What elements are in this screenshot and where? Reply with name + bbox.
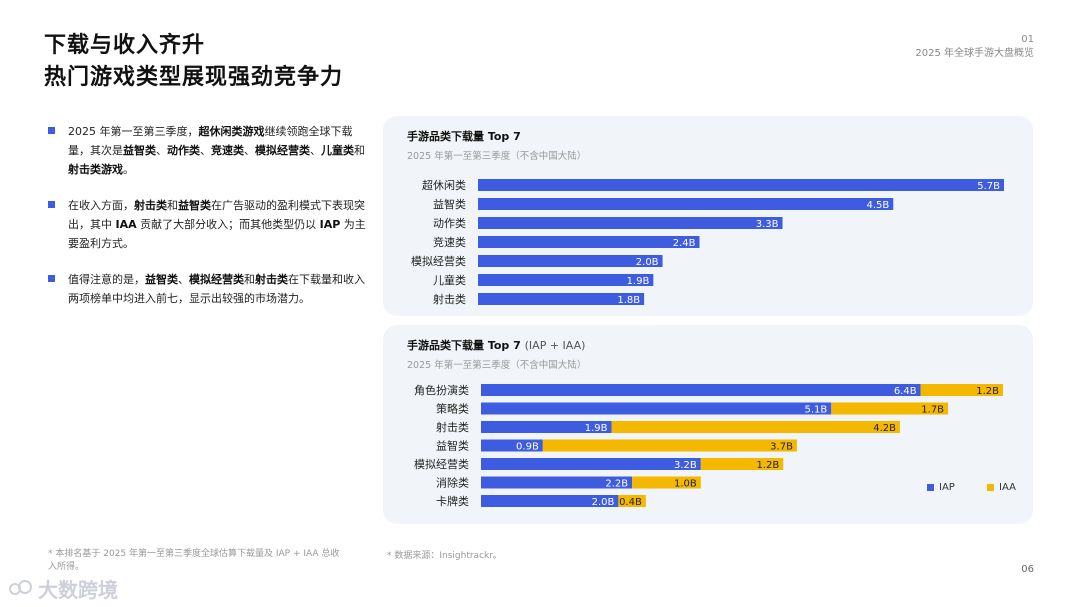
data-label: 6.4B bbox=[894, 386, 917, 397]
category-label: 模拟经营类 bbox=[414, 457, 469, 471]
bar-iap bbox=[481, 495, 619, 507]
data-source: * 数据来源：Insightrackr。 bbox=[387, 551, 502, 561]
data-label: 3.2B bbox=[674, 460, 697, 471]
data-label: 4.5B bbox=[866, 200, 889, 211]
data-label: 5.7B bbox=[977, 181, 1000, 192]
bar-下载量 bbox=[478, 236, 700, 248]
chart-subtitle: 2025 年第一至第三季度（不含中国大陆） bbox=[407, 360, 587, 371]
bar-iaa bbox=[632, 476, 701, 489]
bullet-item: 在收入方面，射击类和益智类在广告驱动的盈利模式下表现突出，其中 IAA 贡献了大… bbox=[48, 196, 368, 253]
category-label: 益智类 bbox=[433, 197, 466, 211]
bullet-text: 2025 年第一至第三季度，超休闲类游戏继续领跑全球下载量，其次是益智类、动作类… bbox=[68, 125, 365, 176]
chart-title: 手游品类下载量 Top 7 (IAP + IAA) bbox=[407, 339, 586, 352]
data-label: 2.0B bbox=[592, 497, 615, 508]
category-label: 益智类 bbox=[436, 439, 469, 453]
bullet-marker bbox=[48, 201, 55, 208]
legend-label-iaa: IAA bbox=[999, 482, 1016, 493]
bar-iap bbox=[481, 476, 633, 489]
bar-iap bbox=[481, 439, 543, 452]
bar-下载量 bbox=[478, 293, 645, 305]
data-label: 2.0B bbox=[636, 257, 659, 268]
bullet-item: 值得注意的是，益智类、模拟经营类和射击类在下载量和收入两项榜单中均进入前七，显示… bbox=[48, 270, 368, 308]
data-label: 5.1B bbox=[805, 405, 828, 416]
data-label: 1.2B bbox=[976, 386, 999, 397]
legend-item-iap: IAP bbox=[927, 482, 955, 493]
bar-iap bbox=[481, 458, 701, 470]
category-label: 竞速类 bbox=[433, 235, 466, 249]
category-label: 卡牌类 bbox=[436, 494, 469, 508]
category-label: 消除类 bbox=[436, 476, 469, 490]
legend-label-iap: IAP bbox=[939, 482, 955, 493]
legend-swatch-iap bbox=[927, 484, 934, 491]
legend-swatch-iaa bbox=[987, 484, 994, 491]
watermark-logo-icon bbox=[9, 579, 32, 595]
chart-title: 手游品类下载量 Top 7 bbox=[407, 130, 521, 143]
data-label: 1.7B bbox=[921, 405, 944, 416]
bullet-text: 在收入方面，射击类和益智类在广告驱动的盈利模式下表现突出，其中 IAA 贡献了大… bbox=[68, 199, 366, 250]
data-label: 2.4B bbox=[673, 238, 696, 249]
legend-item-iaa: IAA bbox=[987, 482, 1016, 493]
bar-iaa bbox=[700, 458, 784, 470]
downloads-chart-panel: 手游品类下载量 Top 7 2025 年第一至第三季度（不含中国大陆） 超休闲类… bbox=[383, 116, 1033, 316]
data-label: 1.9B bbox=[627, 276, 650, 287]
category-label: 射击类 bbox=[436, 420, 469, 434]
section-number: 01 bbox=[1021, 34, 1034, 45]
category-label: 超休闲类 bbox=[422, 178, 466, 192]
slide-title: 下载与收入齐升 热门游戏类型展现强劲竞争力 bbox=[44, 30, 444, 94]
data-label: 1.9B bbox=[585, 423, 608, 434]
watermark: 大数跨境 bbox=[8, 574, 118, 603]
bar-iap bbox=[481, 384, 921, 396]
data-label: 2.2B bbox=[605, 479, 628, 490]
downloads-bar-chart: 超休闲类 5.7B 益智类 4.5B 动作类 3.3B 竞速类 2.4B 模拟经营类 2.0B 儿童… bbox=[411, 178, 1004, 306]
bar-iaa bbox=[618, 495, 646, 507]
title-line-2: 热门游戏类型展现强劲竞争力 bbox=[44, 65, 344, 90]
category-label: 角色扮演类 bbox=[414, 383, 469, 397]
data-label: 3.3B bbox=[756, 219, 779, 230]
bar-下载量 bbox=[478, 255, 663, 267]
title-line-1: 下载与收入齐升 bbox=[44, 33, 206, 58]
data-label: 4.2B bbox=[873, 423, 896, 434]
data-label: 3.7B bbox=[770, 442, 793, 453]
bar-iap bbox=[481, 402, 832, 415]
bar-iaa bbox=[542, 439, 797, 452]
category-label: 策略类 bbox=[436, 402, 469, 416]
category-label: 动作类 bbox=[433, 216, 466, 230]
bar-下载量 bbox=[478, 179, 1004, 191]
page-meta: 01 2025 年全球手游大盘概览 bbox=[915, 33, 1034, 61]
watermark-text: 大数跨境 bbox=[38, 578, 118, 602]
bar-下载量 bbox=[478, 217, 783, 229]
bullet-list: 2025 年第一至第三季度，超休闲类游戏继续领跑全球下载量，其次是益智类、动作类… bbox=[48, 122, 368, 325]
data-label: 0.9B bbox=[516, 442, 539, 453]
footnote: * 本排名基于 2025 年第一至第三季度全球估算下载量及 IAP + IAA … bbox=[48, 549, 340, 572]
bar-下载量 bbox=[478, 198, 894, 210]
bar-iaa bbox=[920, 384, 1003, 396]
bar-iap bbox=[481, 421, 612, 433]
bullet-text: 值得注意的是，益智类、模拟经营类和射击类在下载量和收入两项榜单中均进入前七，显示… bbox=[68, 273, 365, 305]
bullet-item: 2025 年第一至第三季度，超休闲类游戏继续领跑全球下载量，其次是益智类、动作类… bbox=[48, 122, 368, 179]
page-number: 06 bbox=[1021, 564, 1034, 575]
data-label: 1.0B bbox=[674, 479, 697, 490]
category-label: 儿童类 bbox=[433, 273, 466, 287]
data-label: 1.8B bbox=[617, 295, 640, 306]
revenue-stacked-bar-chart: 角色扮演类 6.4B 1.2B 策略类 5.1B 1.7B 射击类 1.9B 4.2B 益智类 0.… bbox=[414, 383, 1003, 508]
data-label: 1.2B bbox=[756, 460, 779, 471]
chart-subtitle: 2025 年第一至第三季度（不含中国大陆） bbox=[407, 151, 587, 162]
revenue-chart-panel: 手游品类下载量 Top 7 (IAP + IAA) 2025 年第一至第三季度（… bbox=[383, 325, 1033, 524]
section-name: 2025 年全球手游大盘概览 bbox=[915, 48, 1034, 59]
bullet-marker bbox=[48, 275, 55, 282]
bar-iaa bbox=[831, 402, 949, 415]
category-label: 射击类 bbox=[433, 292, 466, 306]
bar-iaa bbox=[611, 421, 900, 433]
category-label: 模拟经营类 bbox=[411, 254, 466, 268]
data-label: 0.4B bbox=[619, 497, 642, 508]
bullet-marker bbox=[48, 127, 55, 134]
bar-下载量 bbox=[478, 274, 654, 286]
